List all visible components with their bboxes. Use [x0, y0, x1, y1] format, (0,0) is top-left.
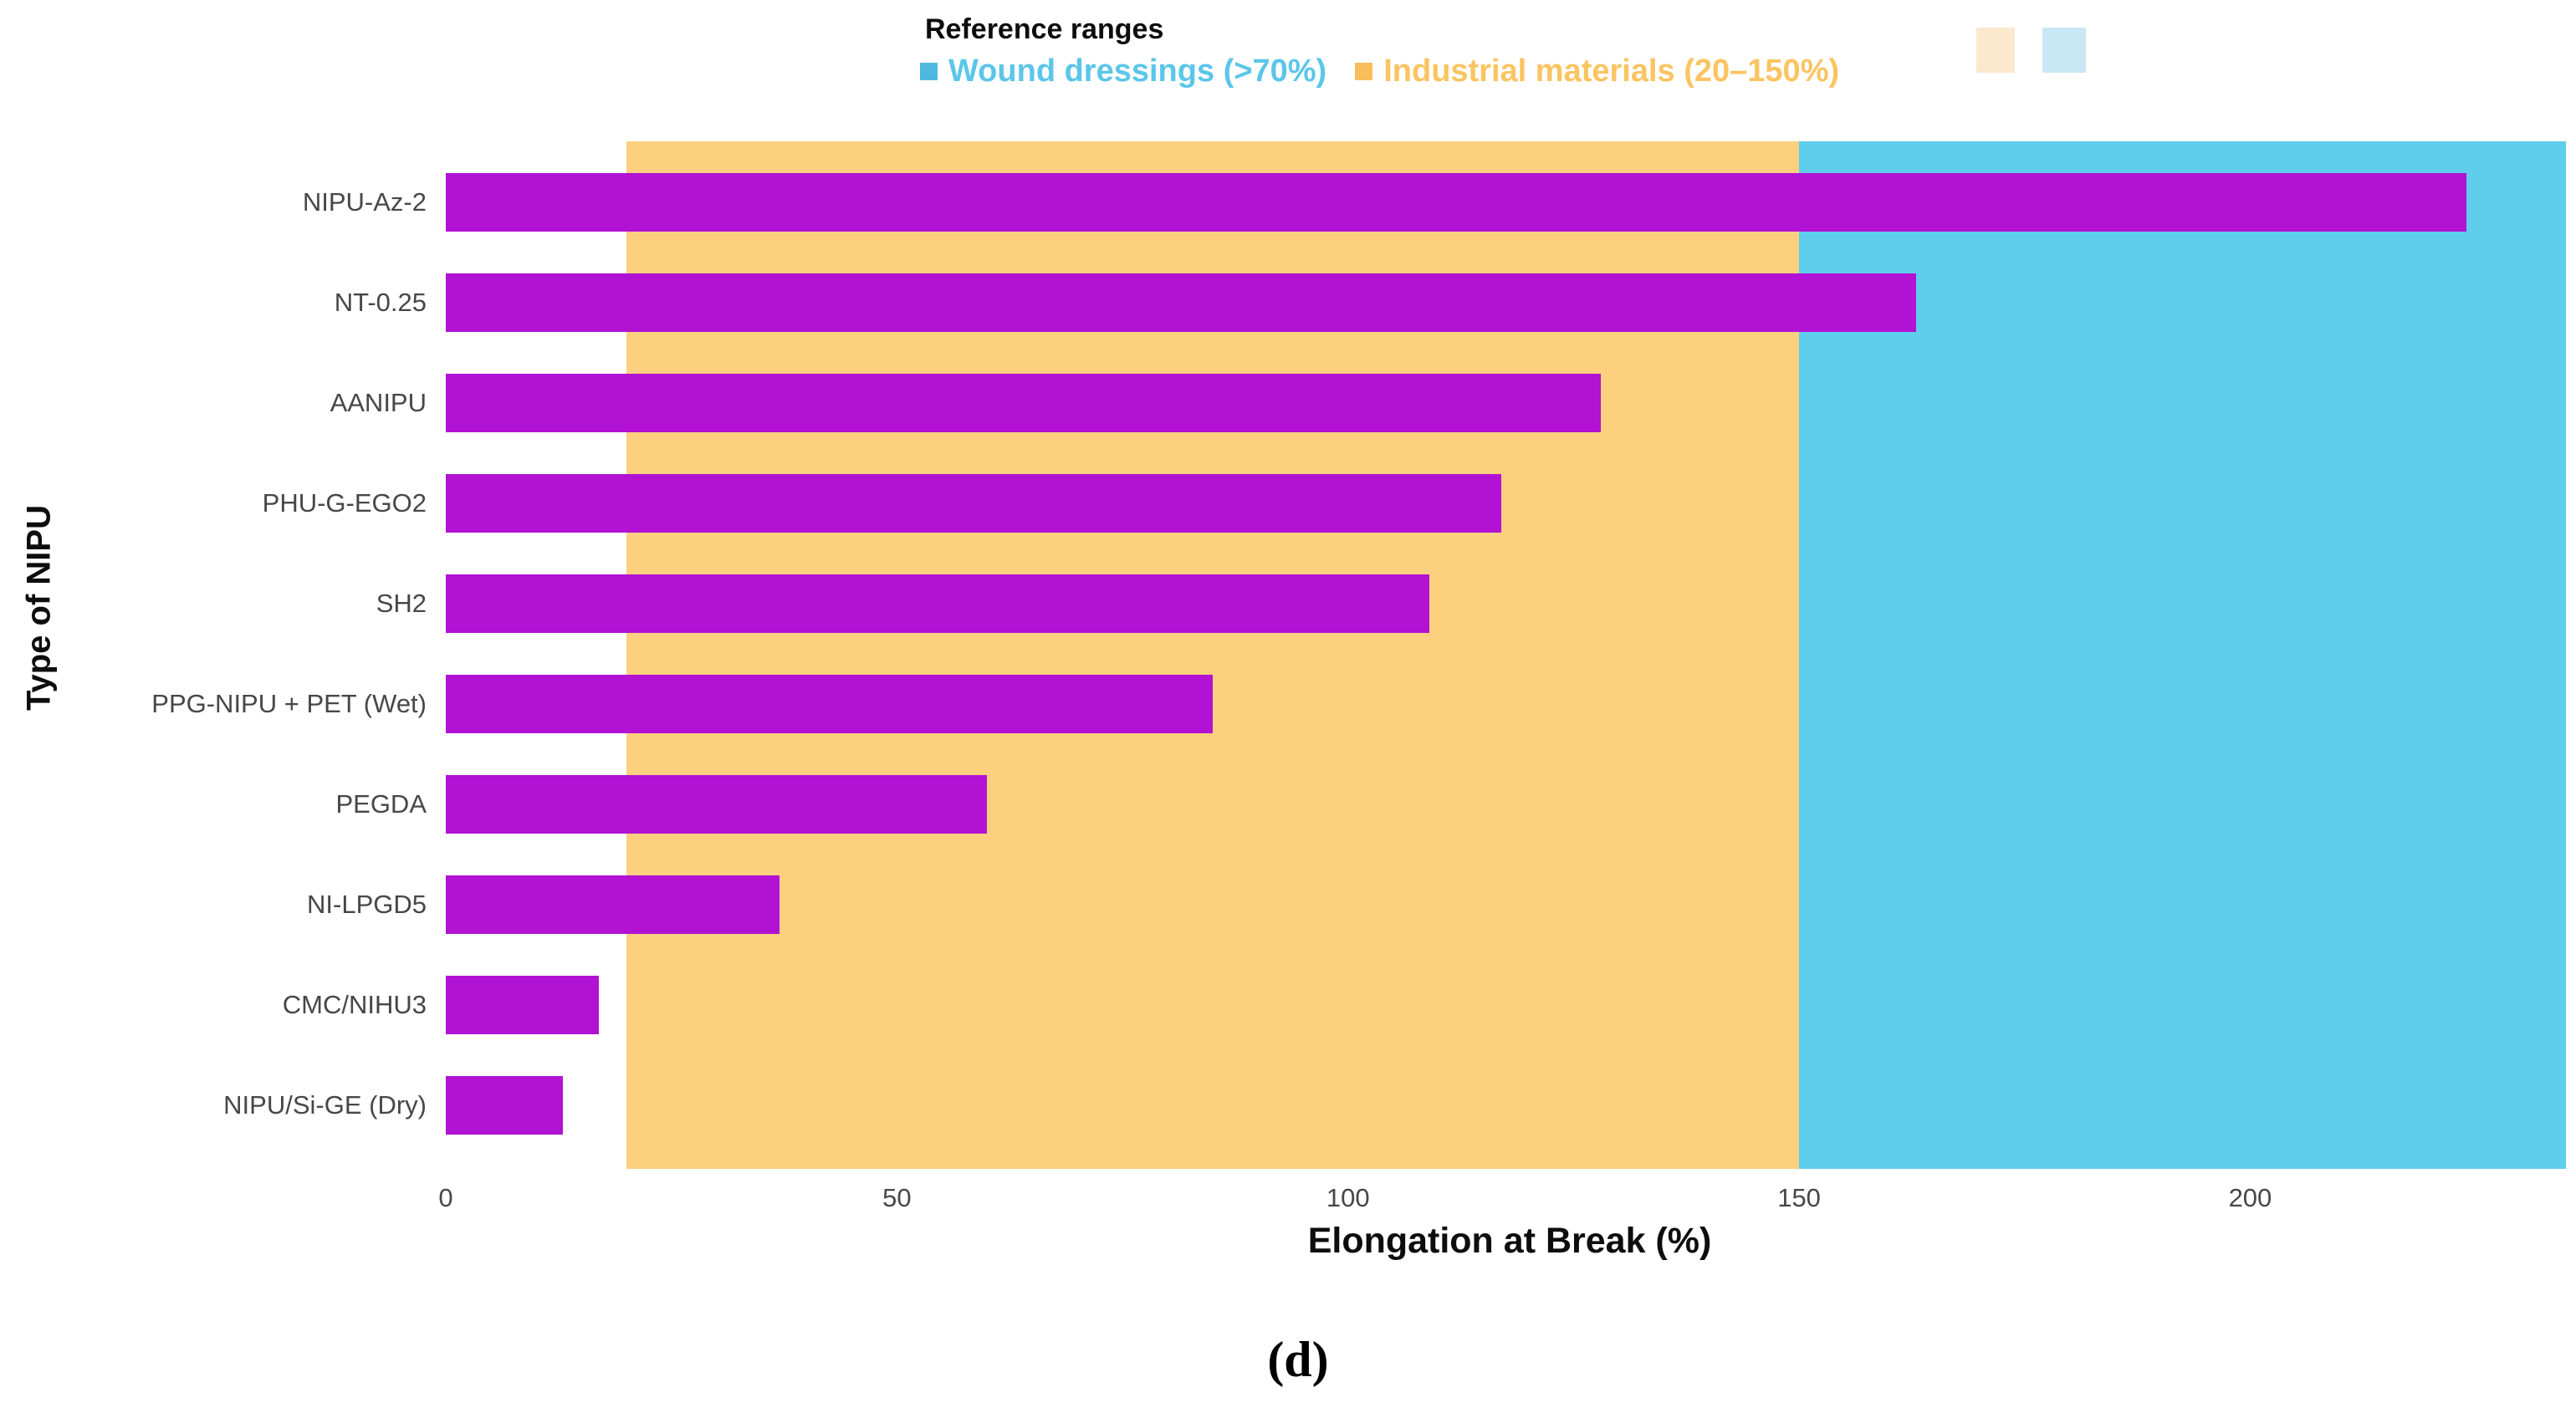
y-axis-label: NT-0.25 — [334, 288, 427, 317]
industrial-materials-legend-label: Industrial materials (20–150%) — [1383, 53, 1840, 89]
legend-title: Reference ranges — [925, 13, 1164, 45]
bar-pegda — [446, 775, 988, 834]
bar-nt-0-25 — [446, 273, 1917, 332]
y-axis-label: NIPU/Si-GE (Dry) — [223, 1090, 427, 1120]
x-tick-label: 50 — [882, 1183, 912, 1212]
wound-dressings-swatch-icon — [920, 62, 938, 80]
x-tick-label: 200 — [2228, 1183, 2272, 1212]
y-axis-label: SH2 — [376, 589, 427, 618]
y-axis-label: PPG-NIPU + PET (Wet) — [151, 689, 427, 718]
wound-dressings-legend-label: Wound dressings (>70%) — [948, 53, 1327, 89]
y-axis-label: CMC/NIHU3 — [282, 990, 427, 1019]
legend-row: Wound dressings (>70%) Industrial materi… — [920, 52, 1868, 90]
bar-cmc-nihu3 — [446, 976, 600, 1034]
figure-caption: (d) — [1267, 1332, 1329, 1387]
x-tick-label: 150 — [1777, 1183, 1821, 1212]
bar-phu-g-ego2 — [446, 474, 1502, 533]
y-axis-label: NIPU-Az-2 — [302, 187, 427, 217]
industrial-materials-swatch-icon — [1355, 62, 1373, 80]
wound-key-square-icon — [2042, 28, 2086, 73]
plot-area — [446, 141, 2566, 1169]
x-axis-title: Elongation at Break (%) — [1307, 1221, 1712, 1261]
y-axis-label: NI-LPGD5 — [307, 890, 427, 919]
y-axis-label: PHU-G-EGO2 — [262, 488, 427, 518]
bar-nipu-az-2 — [446, 173, 2467, 232]
bar-ppg-nipu-pet-wet- — [446, 675, 1213, 733]
bar-sh2 — [446, 574, 1429, 633]
bar-aanipu — [446, 374, 1601, 432]
bar-ni-lpgd5 — [446, 875, 780, 934]
bar-nipu-si-ge-dry- — [446, 1076, 564, 1135]
y-axis-label: AANIPU — [330, 388, 427, 417]
industrial-key-square-icon — [1976, 28, 2015, 73]
x-tick-label: 100 — [1326, 1183, 1370, 1212]
y-axis-label: PEGDA — [335, 789, 427, 819]
x-tick-label: 0 — [438, 1183, 453, 1212]
